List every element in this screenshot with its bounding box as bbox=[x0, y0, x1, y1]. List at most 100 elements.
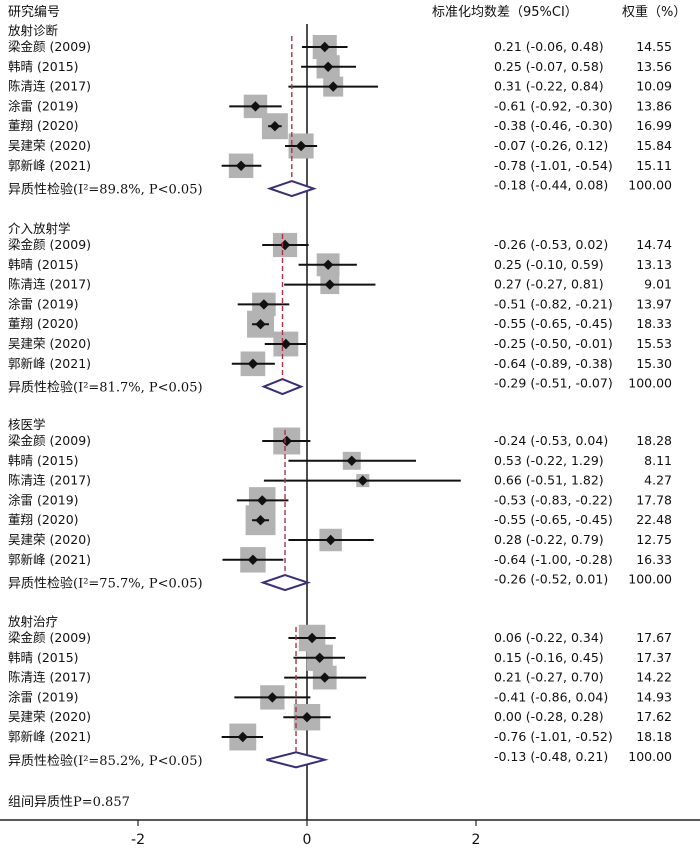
study-point-estimate bbox=[247, 554, 259, 565]
study-ci-value: 0.28 (-0.22, 0.79) bbox=[494, 532, 604, 547]
study-ci-value: 0.27 (-0.27, 0.81) bbox=[494, 277, 604, 292]
study-weight-value: 18.28 bbox=[636, 433, 672, 448]
study-weight-value: 15.11 bbox=[636, 158, 672, 173]
heterogeneity-test: 异质性检验(I²=75.7%, P<0.05) bbox=[8, 576, 203, 592]
study-point-estimate bbox=[324, 279, 336, 290]
between-group-heterogeneity: 组间异质性P=0.857 bbox=[8, 795, 130, 810]
x-tick-label: 2 bbox=[472, 832, 481, 848]
study-ci-value: 0.21 (-0.06, 0.48) bbox=[494, 39, 604, 54]
study-weight-value: 14.55 bbox=[636, 39, 672, 54]
study-label: 吴建荣 (2020) bbox=[8, 336, 91, 351]
study-weight-value: 13.56 bbox=[636, 59, 672, 74]
study-point-estimate bbox=[247, 358, 259, 369]
study-point-estimate bbox=[255, 319, 266, 330]
study-label: 陈清连 (2017) bbox=[8, 79, 91, 94]
header-study-label: 研究编号 bbox=[8, 5, 60, 20]
study-ci-value: -0.26 (-0.53, 0.02) bbox=[494, 237, 608, 252]
study-point-estimate bbox=[258, 299, 270, 310]
x-tick-label: -2 bbox=[131, 832, 145, 848]
study-ci-value: -0.41 (-0.86, 0.04) bbox=[494, 689, 608, 704]
study-point-estimate bbox=[255, 515, 266, 526]
study-ci-value: 0.53 (-0.22, 1.29) bbox=[494, 453, 604, 468]
study-label: 吴建荣 (2020) bbox=[8, 709, 91, 724]
study-point-estimate bbox=[314, 652, 325, 663]
study-weight-value: 4.27 bbox=[644, 473, 672, 488]
study-label: 韩晴 (2015) bbox=[8, 650, 79, 665]
study-label: 陈清连 (2017) bbox=[8, 473, 91, 488]
header-weight-label: 权重（%） bbox=[622, 4, 686, 20]
study-weight-value: 10.09 bbox=[636, 79, 672, 94]
pooled-weight-value: 100.00 bbox=[628, 749, 672, 764]
study-label: 吴建荣 (2020) bbox=[8, 138, 91, 153]
study-weight-value: 16.99 bbox=[636, 118, 672, 133]
study-ci-value: 0.00 (-0.28, 0.28) bbox=[494, 709, 604, 724]
study-ci-value: -0.07 (-0.26, 0.12) bbox=[494, 138, 608, 153]
study-label: 韩晴 (2015) bbox=[8, 257, 79, 272]
study-point-estimate bbox=[257, 495, 268, 506]
study-ci-value: -0.55 (-0.65, -0.45) bbox=[494, 512, 613, 527]
study-label: 梁金颜 (2009) bbox=[8, 433, 91, 448]
study-ci-value: -0.76 (-1.01, -0.52) bbox=[494, 729, 613, 744]
pooled-weight-value: 100.00 bbox=[628, 376, 672, 391]
study-point-estimate bbox=[319, 672, 330, 683]
study-weight-value: 17.78 bbox=[636, 492, 672, 507]
study-point-estimate bbox=[269, 121, 281, 132]
study-ci-value: -0.51 (-0.82, -0.21) bbox=[494, 296, 613, 311]
study-point-estimate bbox=[267, 692, 278, 703]
study-point-estimate bbox=[280, 338, 292, 350]
study-point-estimate bbox=[235, 160, 247, 171]
study-weight-value: 18.33 bbox=[636, 316, 672, 331]
study-ci-value: 0.25 (-0.07, 0.58) bbox=[494, 59, 604, 74]
study-ci-value: -0.53 (-0.83, -0.22) bbox=[494, 492, 613, 507]
study-ci-value: -0.78 (-1.01, -0.54) bbox=[494, 158, 613, 173]
study-weight-value: 13.97 bbox=[636, 296, 672, 311]
study-weight-value: 8.11 bbox=[644, 453, 672, 468]
study-weight-value: 13.13 bbox=[636, 257, 672, 272]
study-label: 董翔 (2020) bbox=[8, 316, 79, 331]
group-title: 核医学 bbox=[8, 417, 46, 432]
study-ci-value: 0.15 (-0.16, 0.45) bbox=[494, 650, 604, 665]
pooled-diamond bbox=[266, 180, 317, 198]
study-weight-value: 15.53 bbox=[636, 336, 672, 351]
group-title: 放射治疗 bbox=[8, 614, 58, 629]
study-point-estimate bbox=[322, 259, 334, 270]
study-point-estimate bbox=[301, 712, 313, 723]
study-label: 吴建荣 (2020) bbox=[8, 532, 91, 547]
study-label: 涂雷 (2019) bbox=[8, 296, 79, 311]
study-point-estimate bbox=[327, 81, 339, 92]
study-label: 韩晴 (2015) bbox=[8, 453, 79, 468]
pooled-ci-value: -0.13 (-0.48, 0.21) bbox=[494, 749, 608, 764]
study-label: 陈清连 (2017) bbox=[8, 670, 91, 685]
study-point-estimate bbox=[250, 101, 261, 112]
study-label: 韩晴 (2015) bbox=[8, 59, 79, 74]
study-point-estimate bbox=[237, 731, 248, 743]
study-weight-value: 14.93 bbox=[636, 689, 672, 704]
study-ci-value: -0.25 (-0.50, -0.01) bbox=[494, 336, 613, 351]
study-point-estimate bbox=[306, 632, 318, 644]
group-title: 放射诊断 bbox=[8, 23, 58, 38]
study-weight-value: 17.67 bbox=[636, 630, 672, 645]
pooled-diamond bbox=[259, 574, 312, 592]
study-weight-value: 14.22 bbox=[636, 670, 672, 685]
pooled-weight-value: 100.00 bbox=[628, 572, 672, 587]
study-label: 董翔 (2020) bbox=[8, 118, 79, 133]
study-label: 梁金颜 (2009) bbox=[8, 39, 91, 54]
pooled-ci-value: -0.29 (-0.51, -0.07) bbox=[494, 376, 613, 391]
study-weight-value: 17.37 bbox=[636, 650, 672, 665]
pooled-diamond bbox=[266, 751, 329, 769]
study-point-estimate bbox=[279, 239, 291, 251]
study-label: 陈清连 (2017) bbox=[8, 277, 91, 292]
study-point-estimate bbox=[295, 140, 307, 152]
group-title: 介入放射学 bbox=[8, 221, 71, 236]
study-weight-value: 15.84 bbox=[636, 138, 672, 153]
study-ci-value: 0.31 (-0.22, 0.84) bbox=[494, 79, 604, 94]
study-label: 董翔 (2020) bbox=[8, 512, 79, 527]
heterogeneity-test: 异质性检验(I²=85.2%, P<0.05) bbox=[8, 753, 203, 769]
study-weight-value: 13.86 bbox=[636, 98, 672, 113]
study-weight-value: 15.30 bbox=[636, 356, 672, 371]
study-label: 梁金颜 (2009) bbox=[8, 630, 91, 645]
study-label: 郭新峰 (2021) bbox=[8, 552, 91, 567]
study-label: 郭新峰 (2021) bbox=[8, 356, 91, 371]
pooled-ci-value: -0.18 (-0.44, 0.08) bbox=[494, 178, 608, 193]
